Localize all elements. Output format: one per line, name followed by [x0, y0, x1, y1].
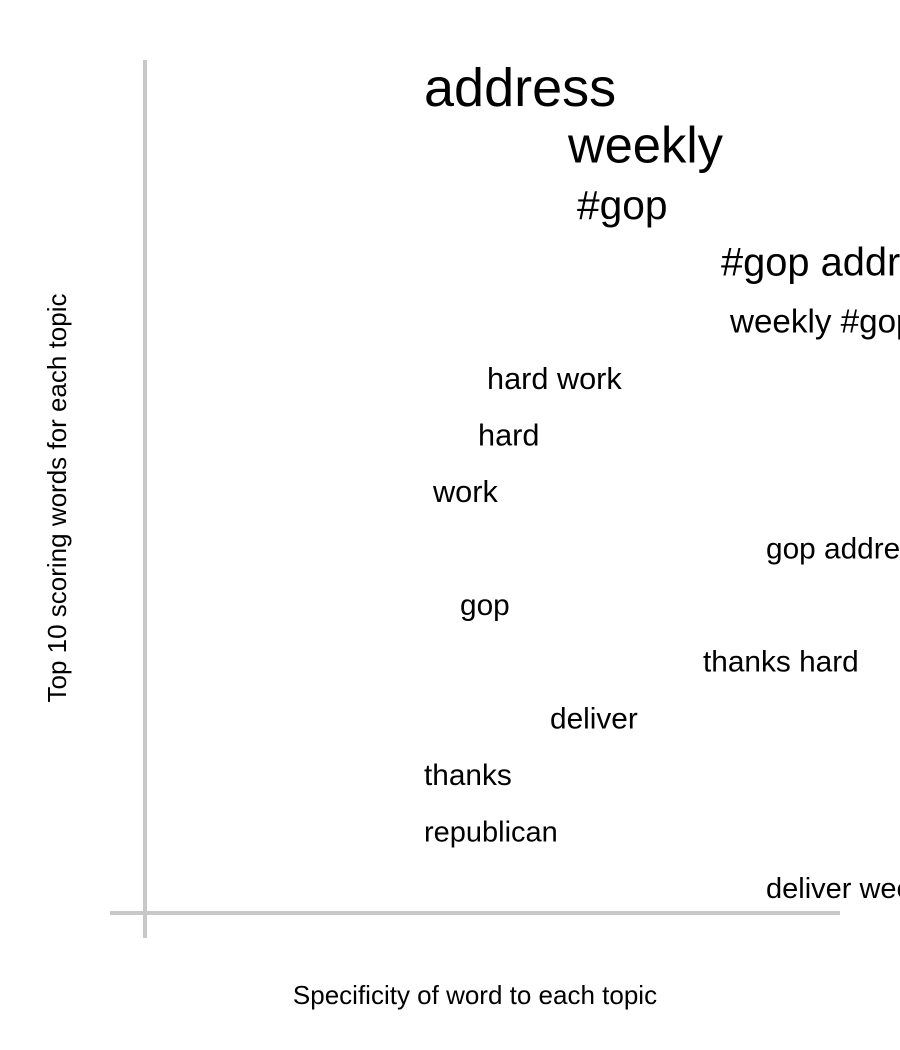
word-label: hard: [478, 417, 539, 452]
word-label: work: [432, 474, 498, 509]
word-label: #gop address: [721, 241, 900, 285]
word-label: address: [424, 58, 616, 118]
word-label: deliver weekly: [766, 873, 900, 905]
x-axis-title: Specificity of word to each topic: [293, 980, 657, 1010]
word-label: republican: [424, 816, 558, 848]
word-label: gop address: [766, 533, 900, 566]
word-label: #gop: [577, 182, 668, 228]
y-axis-title: Top 10 scoring words for each topic: [42, 294, 72, 703]
word-label: thanks hard: [703, 646, 859, 679]
word-label: weekly: [567, 117, 724, 174]
word-label: gop: [460, 589, 510, 622]
word-label: deliver: [550, 702, 638, 735]
word-label: weekly #gop: [729, 303, 900, 340]
word-label: thanks: [424, 759, 512, 792]
word-label: hard work: [487, 361, 622, 396]
